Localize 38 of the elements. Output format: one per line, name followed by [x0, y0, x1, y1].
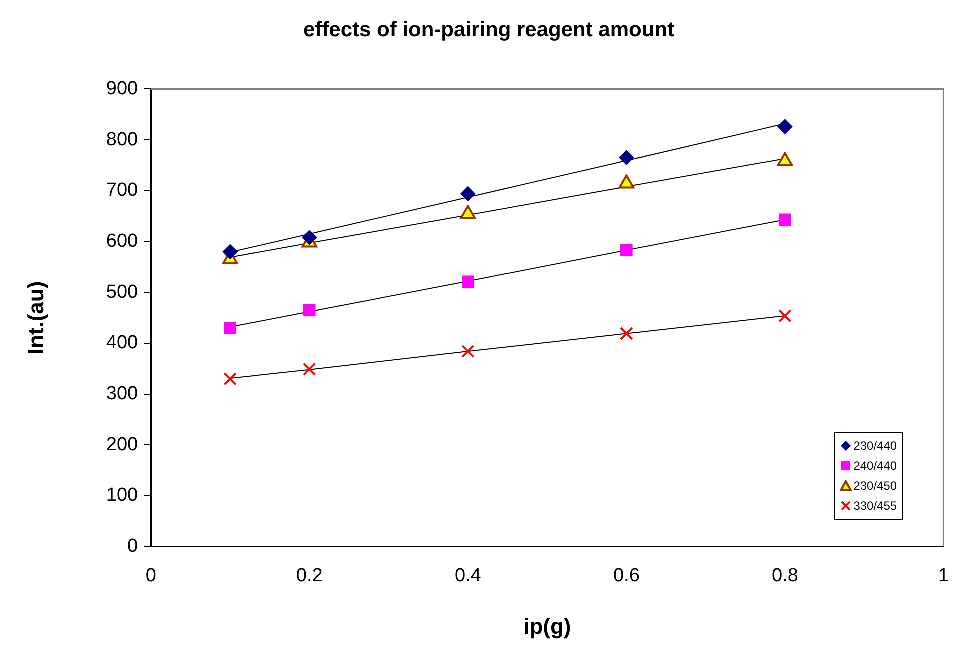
point	[224, 322, 237, 334]
point	[620, 327, 634, 340]
legend-label: 230/450	[854, 478, 898, 493]
point	[224, 372, 238, 386]
point	[302, 230, 318, 246]
point	[778, 309, 792, 323]
point	[461, 344, 475, 358]
y-tick-label: 300	[106, 384, 138, 404]
point	[620, 244, 633, 257]
point	[460, 186, 476, 202]
legend-label: 330/455	[854, 498, 898, 513]
y-tick-label: 600	[106, 230, 138, 252]
x-tick-label: 0.8	[772, 565, 798, 586]
point	[619, 150, 634, 166]
point	[462, 276, 474, 288]
x-tick-label: 0.4	[454, 565, 482, 586]
x-tick-label: 0	[146, 565, 156, 586]
y-tick-label: 900	[106, 78, 138, 100]
x-tick-label: 1	[938, 565, 950, 586]
y-axis-title: Int.(au)	[23, 281, 48, 355]
y-tick-label: 100	[106, 485, 138, 506]
point	[303, 304, 316, 317]
y-tick-label: 400	[106, 332, 138, 354]
point	[778, 119, 793, 134]
point	[302, 362, 316, 376]
point	[779, 214, 792, 226]
y-tick-label: 800	[106, 129, 138, 150]
y-tick-label: 0	[128, 536, 138, 558]
y-tick-label: 500	[106, 282, 138, 303]
y-tick-label: 700	[106, 180, 138, 202]
x-axis-title: ip(g)	[524, 614, 572, 639]
y-tick-label: 200	[106, 434, 138, 456]
chart-title: effects of ion-pairing reagent amount	[303, 18, 675, 42]
x-tick-label: 0.2	[296, 565, 323, 586]
x-tick-label: 0.6	[613, 565, 640, 586]
point	[222, 244, 238, 260]
legend-label: 230/440	[854, 438, 898, 453]
legend-label: 240/440	[854, 458, 898, 473]
